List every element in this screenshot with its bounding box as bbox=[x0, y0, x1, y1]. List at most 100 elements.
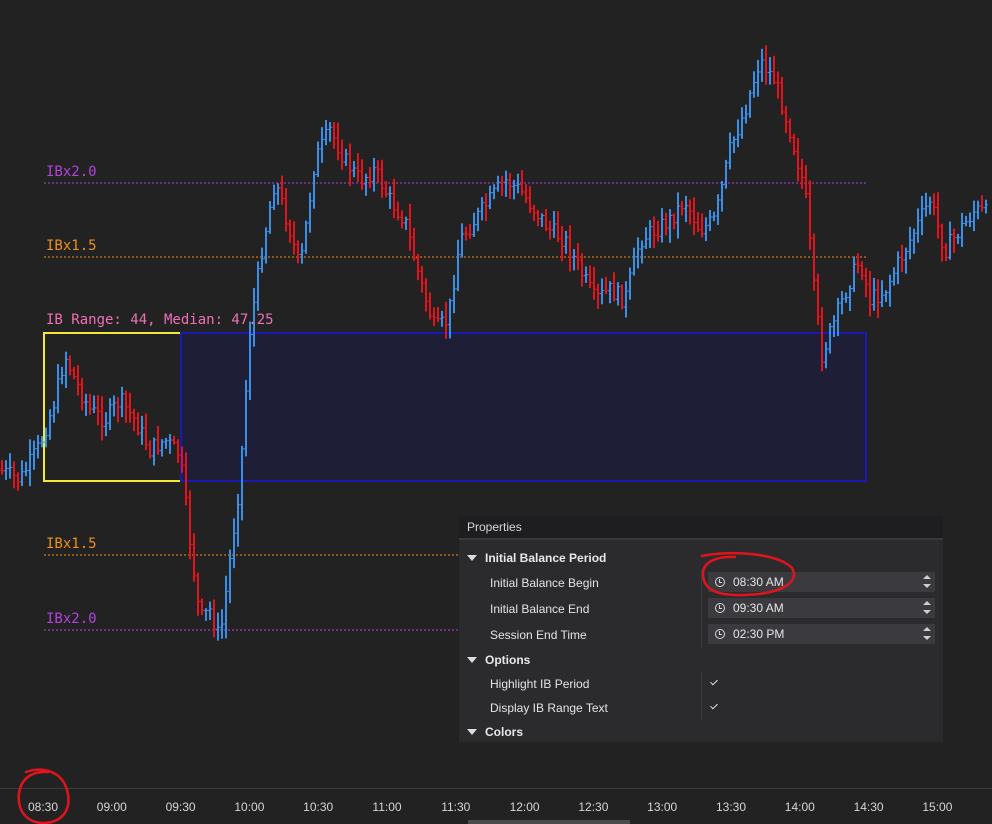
ohlc-bar bbox=[776, 71, 780, 99]
ohlc-bar bbox=[140, 415, 144, 445]
ohlc-bar bbox=[744, 104, 748, 124]
ohlc-bar bbox=[660, 208, 664, 243]
ohlc-bar bbox=[656, 220, 660, 242]
ohlc-bar bbox=[576, 243, 580, 271]
ohlc-bar bbox=[536, 209, 540, 227]
ohlc-bar bbox=[448, 298, 452, 339]
ohlc-bar bbox=[892, 267, 896, 286]
ohlc-bar bbox=[908, 226, 912, 260]
ohlc-bar bbox=[800, 158, 804, 189]
ohlc-bar bbox=[636, 237, 640, 269]
ohlc-bar bbox=[616, 282, 620, 306]
ohlc-bar bbox=[428, 292, 432, 320]
ohlc-bar bbox=[68, 355, 72, 376]
ib-end-value: 09:30 AM bbox=[733, 601, 784, 615]
ohlc-bar bbox=[932, 193, 936, 216]
ohlc-bar bbox=[872, 277, 876, 311]
ohlc-bar bbox=[548, 220, 552, 240]
horizontal-scrollbar[interactable] bbox=[468, 820, 630, 824]
ohlc-bar bbox=[376, 160, 380, 183]
ohlc-bar bbox=[920, 195, 924, 236]
category-colors[interactable]: Colors bbox=[459, 721, 523, 743]
ohlc-bar bbox=[788, 118, 792, 143]
ohlc-bar bbox=[64, 351, 68, 388]
ohlc-bar bbox=[748, 90, 752, 118]
properties-separator bbox=[459, 538, 943, 540]
ohlc-bar bbox=[312, 171, 316, 209]
time-spinner[interactable] bbox=[923, 626, 931, 642]
time-axis-label: 13:30 bbox=[715, 800, 747, 814]
ohlc-bar bbox=[940, 223, 944, 262]
ibx2-lower-label: IBx2.0 bbox=[46, 611, 97, 627]
ohlc-bar bbox=[928, 196, 932, 215]
time-spinner[interactable] bbox=[923, 600, 931, 616]
ohlc-bar bbox=[372, 157, 376, 192]
ohlc-bar bbox=[620, 284, 624, 310]
session-end-time-field[interactable]: 02:30 PM bbox=[708, 624, 935, 644]
ohlc-bar bbox=[608, 281, 612, 304]
ohlc-bar bbox=[668, 209, 672, 243]
ohlc-bar bbox=[468, 224, 472, 239]
ohlc-bar bbox=[456, 239, 460, 292]
spin-down-icon[interactable] bbox=[923, 636, 931, 640]
highlight-ib-checkbox[interactable] bbox=[709, 678, 719, 688]
ohlc-bar bbox=[740, 107, 744, 139]
ohlc-bar bbox=[780, 77, 784, 115]
ohlc-bar bbox=[12, 461, 16, 489]
ohlc-bar bbox=[680, 201, 684, 216]
ohlc-bar bbox=[304, 220, 308, 254]
ohlc-bar bbox=[924, 192, 928, 217]
spin-up-icon[interactable] bbox=[923, 575, 931, 579]
ohlc-bar bbox=[896, 251, 900, 285]
ohlc-bar bbox=[580, 253, 584, 287]
ib-begin-value: 08:30 AM bbox=[733, 575, 784, 589]
ib-end-time-field[interactable]: 09:30 AM bbox=[708, 598, 935, 618]
spin-up-icon[interactable] bbox=[923, 627, 931, 631]
spin-down-icon[interactable] bbox=[923, 610, 931, 614]
ohlc-bar bbox=[948, 221, 952, 260]
ohlc-bar bbox=[364, 173, 368, 196]
ohlc-bar bbox=[508, 172, 512, 199]
ohlc-bar bbox=[712, 211, 716, 222]
display-range-checkbox[interactable] bbox=[709, 702, 719, 712]
category-options[interactable]: Options bbox=[459, 649, 530, 671]
ohlc-bar bbox=[452, 275, 456, 314]
time-axis-label: 14:30 bbox=[853, 800, 884, 814]
ibx15-lower-label: IBx1.5 bbox=[46, 536, 97, 552]
time-axis-label: 09:30 bbox=[165, 800, 196, 814]
ohlc-bar bbox=[492, 184, 496, 200]
ohlc-bar bbox=[760, 48, 764, 82]
ohlc-bar bbox=[124, 390, 128, 423]
ohlc-bar bbox=[248, 321, 252, 400]
ohlc-bar bbox=[144, 413, 148, 451]
ohlc-bar bbox=[104, 412, 108, 437]
price-chart[interactable] bbox=[0, 0, 992, 790]
ohlc-bar bbox=[132, 408, 136, 432]
ohlc-bar bbox=[324, 120, 328, 146]
ohlc-bar bbox=[860, 261, 864, 281]
ib-begin-time-field[interactable]: 08:30 AM bbox=[708, 572, 935, 592]
category-label: Options bbox=[485, 653, 531, 667]
ohlc-bar bbox=[480, 197, 484, 221]
ohlc-bar bbox=[88, 393, 92, 415]
ohlc-bar bbox=[260, 247, 264, 273]
spin-down-icon[interactable] bbox=[923, 584, 931, 588]
category-initial-balance-period[interactable]: Initial Balance Period bbox=[459, 547, 606, 569]
spin-up-icon[interactable] bbox=[923, 601, 931, 605]
ohlc-bar bbox=[952, 228, 956, 253]
ohlc-bar bbox=[436, 307, 440, 323]
ohlc-bar bbox=[316, 141, 320, 177]
ohlc-bar bbox=[240, 445, 244, 521]
ohlc-bar bbox=[464, 226, 468, 241]
ohlc-bar bbox=[16, 472, 20, 491]
time-spinner[interactable] bbox=[923, 574, 931, 590]
ohlc-bar bbox=[348, 143, 352, 187]
ohlc-bar bbox=[276, 183, 280, 205]
ohlc-bar bbox=[160, 439, 164, 457]
ib-projection-box bbox=[180, 332, 867, 482]
ohlc-bar bbox=[156, 426, 160, 455]
properties-panel: Properties Initial Balance Period Initia… bbox=[459, 516, 943, 742]
ohlc-bar bbox=[220, 609, 224, 639]
expand-triangle-icon bbox=[467, 729, 477, 736]
ohlc-bar bbox=[600, 278, 604, 305]
